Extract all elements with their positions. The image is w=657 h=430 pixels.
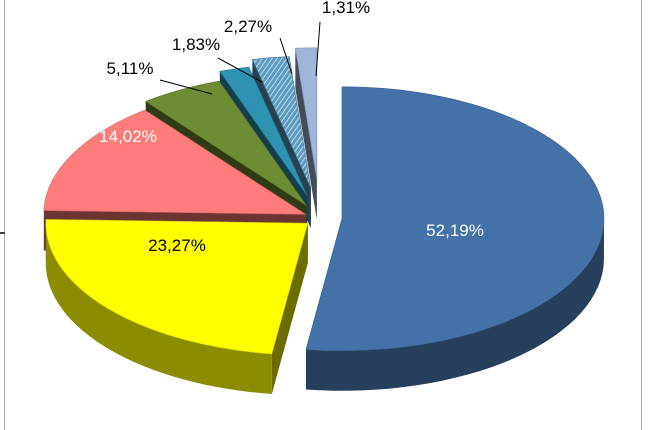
leader-line-5-11: [159, 79, 213, 95]
slice-1-31-wall-start: [295, 48, 317, 220]
leader-line-2-27: [279, 37, 293, 75]
slice-1-31: [294, 47, 318, 180]
frame-tick-mark: [0, 232, 5, 234]
pie-slice-tops: [43, 47, 605, 355]
leader-lines: [159, 21, 321, 95]
frame-border-right: [641, 0, 642, 430]
data-label-2-27: 2,27%: [224, 17, 272, 36]
data-label-14-02: 14,02%: [99, 127, 157, 146]
leader-line-1-83: [217, 57, 263, 83]
leader-line-1-31: [315, 21, 321, 77]
slice-23-27: [45, 219, 309, 355]
data-label-52-19: 52,19%: [426, 221, 484, 240]
data-label-5-11: 5,11%: [107, 59, 154, 78]
slice-14-02: [43, 109, 307, 215]
slice-5-11: [145, 80, 307, 206]
data-labels: 52,19% 23,27% 14,02% 5,11% 1,83%2,27% 1,31%: [99, 0, 484, 255]
frame-border-left: [4, 0, 5, 430]
slice-23-27-wall-start: [271, 223, 308, 394]
slice-23-27-side: [45, 223, 272, 394]
slice-1-83: [219, 66, 308, 196]
slice-52-19-side: [306, 218, 604, 391]
slice-52-19: [305, 86, 605, 352]
slice-2-27: [251, 56, 312, 189]
data-label-1-83: 1,83%: [172, 35, 220, 54]
data-label-1-31: 1,31%: [322, 0, 370, 17]
data-label-23-27: 23,27%: [148, 236, 206, 255]
